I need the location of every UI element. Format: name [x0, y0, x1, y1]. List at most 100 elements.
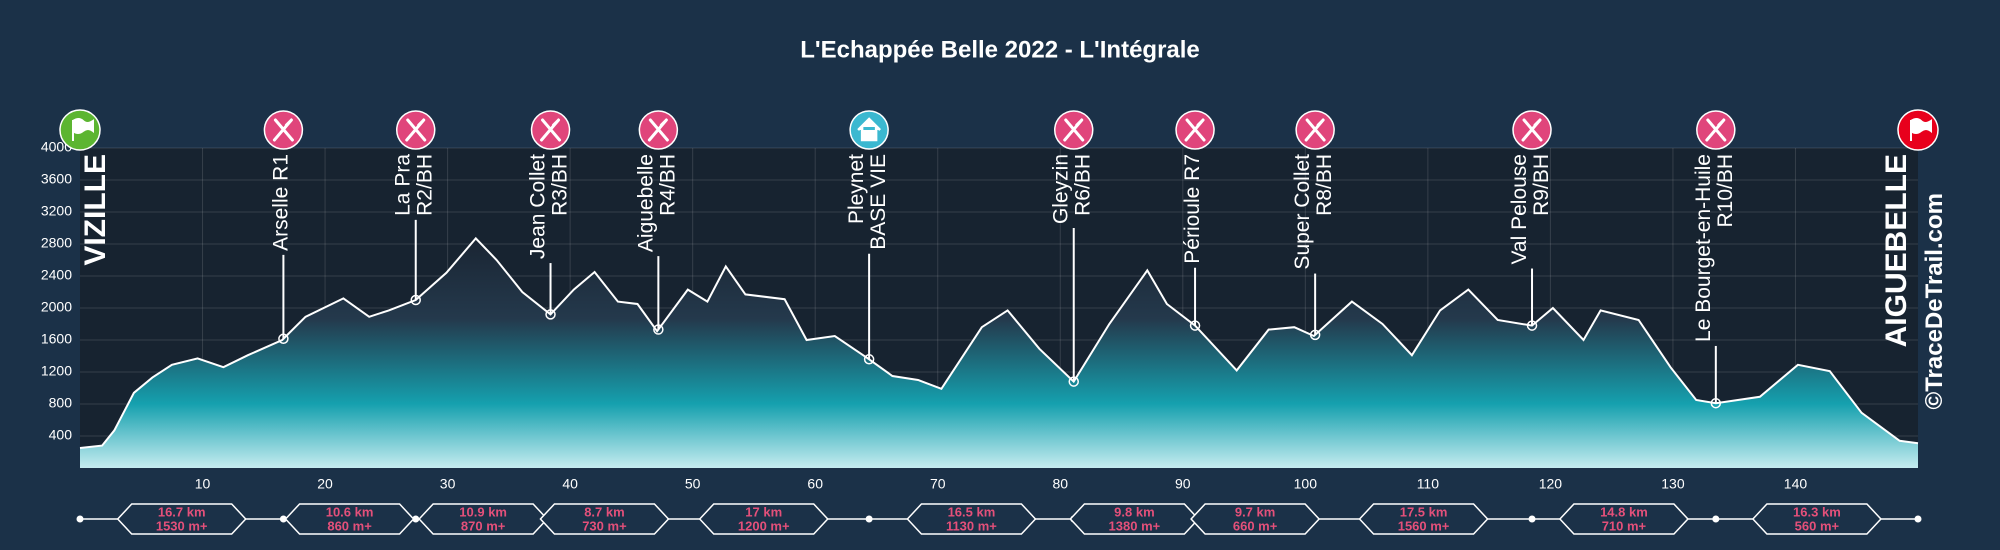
food-glyph [1304, 118, 1326, 142]
y-tick-label: 800 [49, 395, 73, 411]
food-glyph [647, 118, 669, 142]
x-tick-label: 110 [1417, 476, 1440, 492]
marker-point [863, 354, 875, 365]
stage-box [539, 503, 670, 535]
stage-distance: 10.9 km [459, 504, 507, 519]
x-tick-label: 140 [1784, 476, 1808, 492]
marker-point [653, 324, 664, 335]
x-tick-label: 50 [685, 476, 701, 492]
marker-label: Arselle R1 [269, 154, 292, 251]
stage-box [1558, 503, 1689, 535]
marker-point [410, 294, 421, 306]
marker-label: Le Bourget-en-Huile [1692, 154, 1715, 342]
start-icon-glyph [72, 118, 94, 141]
x-tick-label: 120 [1539, 476, 1563, 492]
x-tick-label: 90 [1175, 476, 1191, 492]
finish-label: AIGUEBELLE [1880, 154, 1913, 347]
stage-distance: 8.7 km [584, 504, 624, 519]
stage-gain: 870 m+ [461, 518, 506, 533]
stage-distance: 9.7 km [1235, 504, 1275, 519]
y-tick-label: 1200 [41, 363, 72, 379]
marker-label: Aiguebelle [634, 154, 657, 252]
stage-point [412, 515, 420, 523]
stage-box [906, 503, 1037, 535]
marker-label: R9/BH [1530, 154, 1553, 216]
food-glyph [1705, 118, 1727, 142]
food-glyph [540, 118, 562, 142]
stage-box [284, 503, 415, 535]
stage-distance: 16.5 km [948, 504, 996, 519]
stage-gain: 1130 m+ [946, 518, 997, 533]
marker-point [278, 333, 289, 345]
x-tick-label: 70 [930, 476, 946, 492]
start-label: VIZILLE [79, 154, 112, 266]
marker-label: La Pra [392, 154, 415, 216]
watermark: ©TraceDeTrail.com [1921, 193, 1948, 409]
marker-label: Gleyzin [1050, 154, 1073, 224]
marker-point [1526, 320, 1538, 331]
stage-box [1358, 503, 1489, 535]
stage-point [1712, 515, 1720, 523]
food-glyph [1521, 118, 1543, 142]
food-glyph [405, 118, 427, 142]
elevation-line [79, 236, 1919, 449]
marker-label: R6/BH [1072, 154, 1095, 216]
stage-distance: 17 km [745, 504, 782, 519]
marker-point [1189, 320, 1201, 331]
marker-point [1309, 329, 1321, 341]
x-tick-label: 20 [317, 476, 333, 492]
stage-gain: 1380 m+ [1109, 518, 1161, 533]
y-tick-label: 400 [49, 427, 73, 443]
stage-point [1528, 515, 1536, 523]
marker-point [545, 309, 556, 320]
y-tick-label: 2000 [41, 299, 72, 315]
x-tick-label: 30 [440, 476, 456, 492]
stage-gain: 1200 m+ [738, 518, 790, 533]
marker-point [1068, 376, 1079, 387]
marker-label: Jean Collet [527, 154, 550, 259]
stage-point [865, 515, 873, 523]
y-tick-label: 2400 [41, 267, 72, 283]
stage-gain: 560 m+ [1795, 518, 1840, 533]
marker-label: R3/BH [549, 154, 572, 216]
stage-distance: 16.3 km [1793, 504, 1841, 519]
marker-point [1710, 397, 1722, 409]
finish-icon-glyph [1910, 118, 1932, 141]
marker-label: Pleynet [845, 154, 868, 224]
marker-label: R4/BH [656, 154, 679, 216]
marker-label: BASE VIE [867, 154, 890, 250]
y-tick-label: 3600 [41, 171, 72, 187]
stage-gain: 730 m+ [582, 518, 627, 533]
food-glyph [1184, 118, 1206, 142]
stage-gain: 860 m+ [327, 518, 372, 533]
marker-label: Val Pelouse [1508, 154, 1531, 265]
stage-gain: 1560 m+ [1398, 518, 1450, 533]
stage-distance: 14.8 km [1600, 504, 1648, 519]
stage-box [1190, 503, 1321, 535]
stage-box [698, 503, 829, 535]
marker-label: Périoule R7 [1181, 154, 1204, 264]
stage-distance: 16.7 km [158, 504, 206, 519]
chart-title: L'Echappée Belle 2022 - L'Intégrale [800, 36, 1200, 63]
marker-label: R10/BH [1714, 154, 1737, 228]
y-tick-label: 3200 [41, 203, 72, 219]
stage-box [1751, 503, 1882, 535]
x-tick-label: 40 [562, 476, 578, 492]
stage-point [1914, 515, 1922, 523]
x-tick-label: 80 [1052, 476, 1068, 492]
stage-distance: 10.6 km [326, 504, 374, 519]
food-glyph [1063, 118, 1085, 142]
stage-distance: 9.8 km [1114, 504, 1154, 519]
y-tick-label: 2800 [41, 235, 72, 251]
y-tick-label: 1600 [41, 331, 72, 347]
food-glyph [272, 118, 294, 142]
x-tick-label: 10 [195, 476, 211, 492]
stage-point [279, 515, 287, 523]
x-tick-label: 130 [1661, 476, 1685, 492]
stage-distance: 17.5 km [1400, 504, 1448, 519]
x-tick-label: 60 [807, 476, 823, 492]
marker-label: Super Collet [1291, 154, 1314, 270]
elevation-area [80, 238, 1918, 468]
x-tick-label: 100 [1294, 476, 1318, 492]
